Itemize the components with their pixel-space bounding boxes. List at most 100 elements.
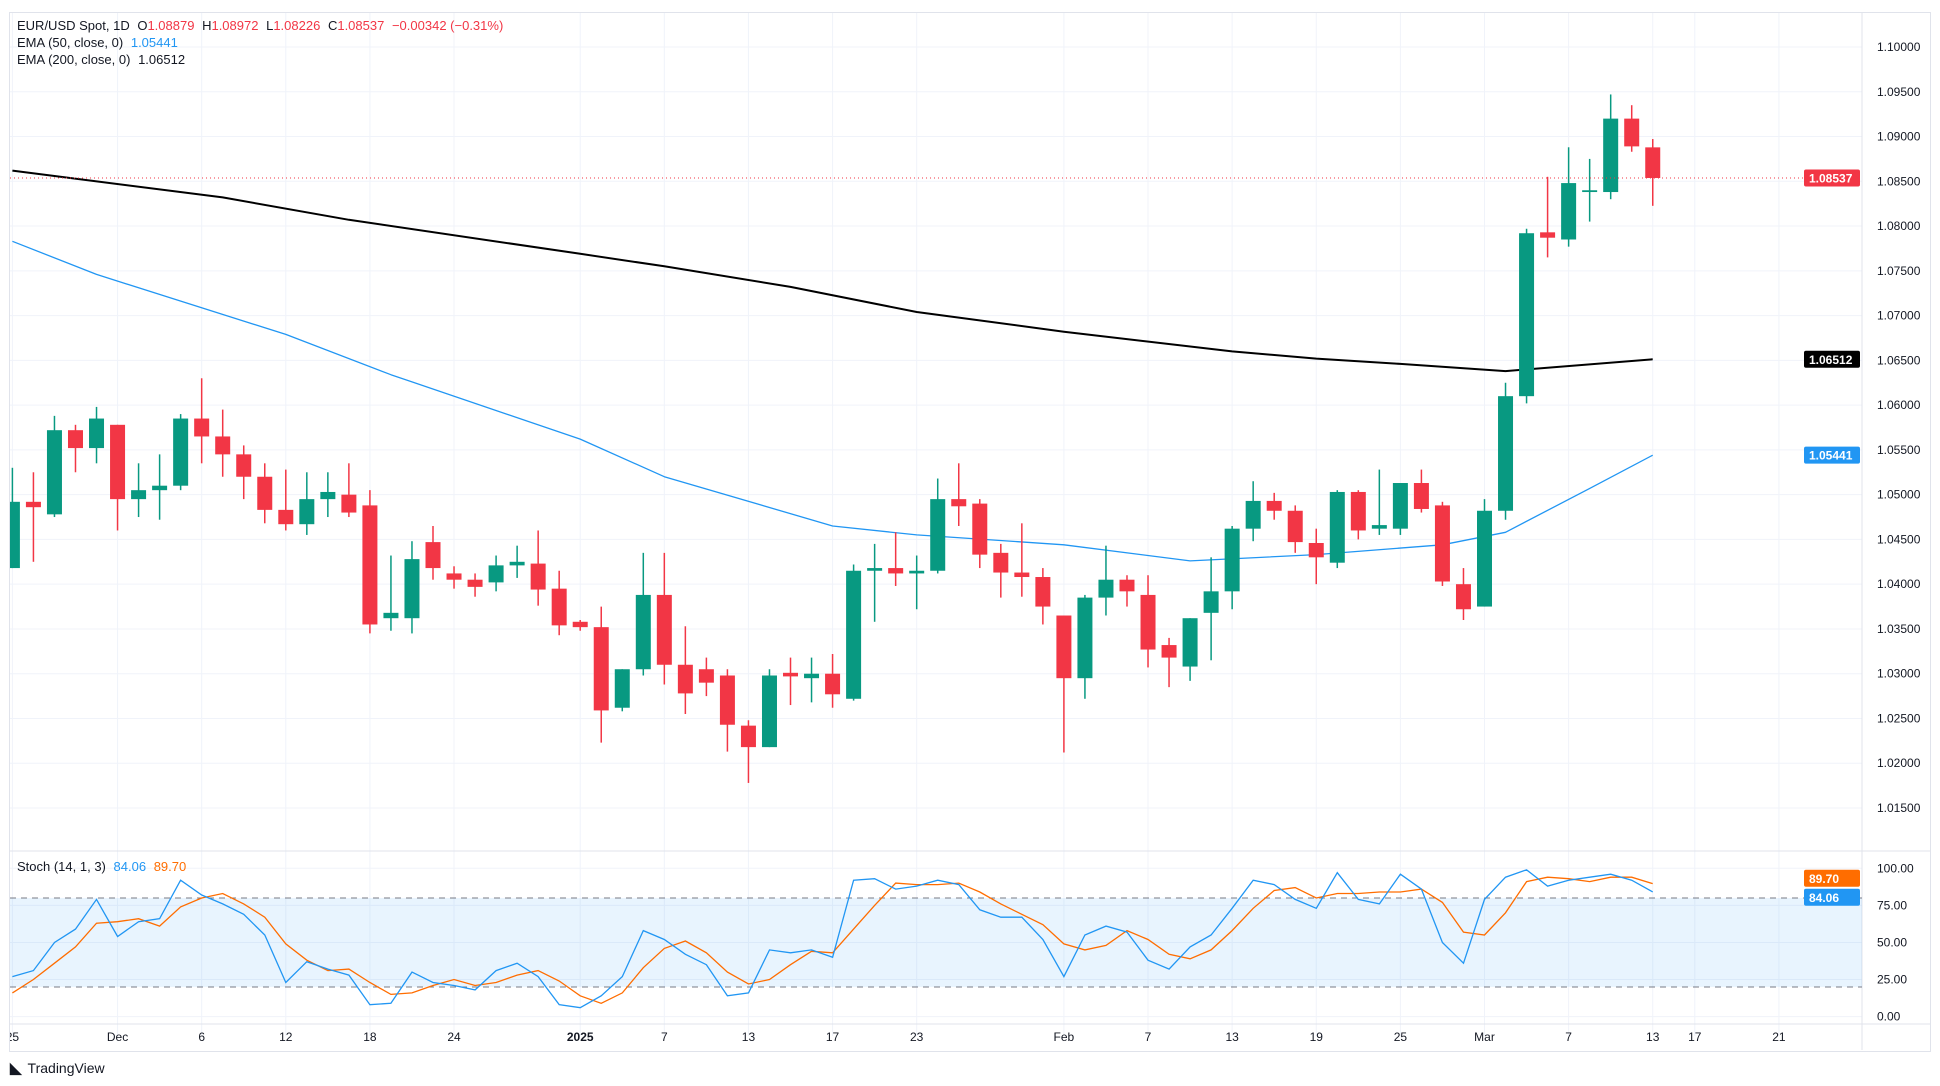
- candle-down: [67, 424, 83, 473]
- candle-body: [951, 499, 967, 507]
- candle-body: [530, 563, 546, 590]
- candle-body: [383, 612, 399, 619]
- time-tick-label: 18: [363, 1030, 377, 1044]
- candle-body: [257, 476, 273, 510]
- candle-down: [698, 657, 714, 697]
- time-tick-label: 7: [1145, 1030, 1152, 1044]
- time-tick-label: 6: [198, 1030, 205, 1044]
- candle-body: [425, 542, 441, 569]
- time-tick-label: Feb: [1054, 1030, 1075, 1044]
- series-group: [10, 94, 1661, 783]
- candle-body: [446, 573, 462, 580]
- candle-body: [888, 568, 904, 574]
- candle-down: [1161, 637, 1177, 688]
- candle-body: [783, 672, 799, 677]
- stoch-k-value: 84.06: [113, 859, 147, 874]
- price-tag-bg: [1804, 446, 1860, 464]
- ema200-label[interactable]: EMA (200, close, 0): [17, 52, 131, 67]
- candle-down: [1413, 469, 1429, 513]
- candle-body: [67, 430, 83, 449]
- candle-up: [89, 406, 105, 464]
- time-tick-label: 13: [1646, 1030, 1660, 1044]
- high-label: H: [202, 18, 212, 33]
- candle-body: [1098, 579, 1114, 598]
- candle-body: [825, 673, 841, 695]
- tradingview-logo[interactable]: ◣ TradingView: [10, 1059, 105, 1077]
- candle-down: [110, 424, 126, 531]
- candle-down: [1624, 105, 1640, 152]
- candle-down: [215, 409, 231, 477]
- stoch-tick-label: 25.00: [1877, 973, 1907, 987]
- price-tick-label: 1.04000: [1877, 577, 1921, 591]
- ema50-label[interactable]: EMA (50, close, 0): [17, 35, 124, 50]
- candle-down: [1308, 528, 1324, 585]
- ema50-legend: EMA (50, close, 0) 1.05441: [17, 35, 182, 50]
- candle-body: [25, 501, 41, 508]
- candle-up: [152, 454, 168, 520]
- candle-body: [1308, 542, 1324, 558]
- candle-up: [1203, 557, 1219, 661]
- time-tick-label: 12: [279, 1030, 293, 1044]
- price-tick-label: 1.02000: [1877, 756, 1921, 770]
- candle-down: [530, 530, 546, 606]
- candle-body: [488, 565, 504, 583]
- price-tag-bg: [1804, 169, 1860, 187]
- candle-up: [1561, 147, 1577, 247]
- candle-up: [1603, 94, 1619, 200]
- candle-body: [152, 485, 168, 491]
- price-tag: 1.05441: [1809, 449, 1853, 463]
- candle-body: [1329, 491, 1345, 563]
- stoch-legend: Stoch (14, 1, 3) 84.06 89.70: [17, 859, 190, 874]
- candle-up: [509, 545, 525, 578]
- ema200-value: 1.06512: [138, 52, 186, 67]
- stoch-band-fill: [10, 897, 1862, 987]
- price-tag: 1.06512: [1809, 353, 1853, 367]
- candle-body: [1392, 483, 1408, 529]
- candle-up: [1098, 545, 1114, 616]
- candle-down: [1645, 139, 1661, 206]
- candle-down: [1455, 568, 1471, 620]
- price-tick-label: 1.08500: [1877, 174, 1921, 188]
- candle-up: [930, 478, 946, 574]
- stoch-tick-label: 75.00: [1877, 898, 1907, 912]
- price-tick-label: 1.04500: [1877, 532, 1921, 546]
- candle-up: [1182, 618, 1198, 681]
- candle-down: [677, 626, 693, 714]
- candle-down: [572, 619, 588, 631]
- candle-down: [656, 552, 672, 685]
- candle-body: [677, 664, 693, 694]
- candle-body: [1624, 118, 1640, 147]
- candle-down: [1540, 176, 1556, 258]
- candle-body: [1182, 618, 1198, 667]
- candle-body: [1371, 525, 1387, 529]
- candle-down: [1350, 490, 1366, 540]
- time-tick-label: Dec: [107, 1030, 128, 1044]
- candle-body: [804, 673, 820, 679]
- stoch-tag: 84.06: [1809, 891, 1839, 905]
- symbol-title[interactable]: EUR/USD Spot, 1D: [17, 18, 130, 33]
- candle-body: [509, 561, 525, 566]
- candle-down: [1014, 523, 1030, 597]
- candle-down: [362, 490, 378, 634]
- time-tick-label: 23: [910, 1030, 924, 1044]
- candle-down: [1140, 575, 1156, 668]
- candle-body: [467, 579, 483, 587]
- open-value: 1.08879: [147, 18, 195, 33]
- candle-body: [1582, 190, 1598, 193]
- stoch-tick-label: 0.00: [1877, 1010, 1901, 1024]
- stoch-label[interactable]: Stoch (14, 1, 3): [17, 859, 106, 874]
- candle-down: [194, 378, 210, 464]
- symbol-legend: EUR/USD Spot, 1D O1.08879 H1.08972 L1.08…: [17, 18, 507, 33]
- candle-down: [1266, 492, 1282, 520]
- candle-down: [888, 532, 904, 586]
- candle-up: [1477, 499, 1492, 607]
- candle-down: [1434, 501, 1450, 586]
- candle-body: [1413, 483, 1429, 509]
- candle-down: [593, 606, 609, 743]
- candle-body: [320, 491, 336, 500]
- candle-body: [278, 509, 294, 525]
- candle-up: [1077, 594, 1093, 699]
- candle-up: [1582, 158, 1598, 222]
- candle-up: [173, 414, 189, 491]
